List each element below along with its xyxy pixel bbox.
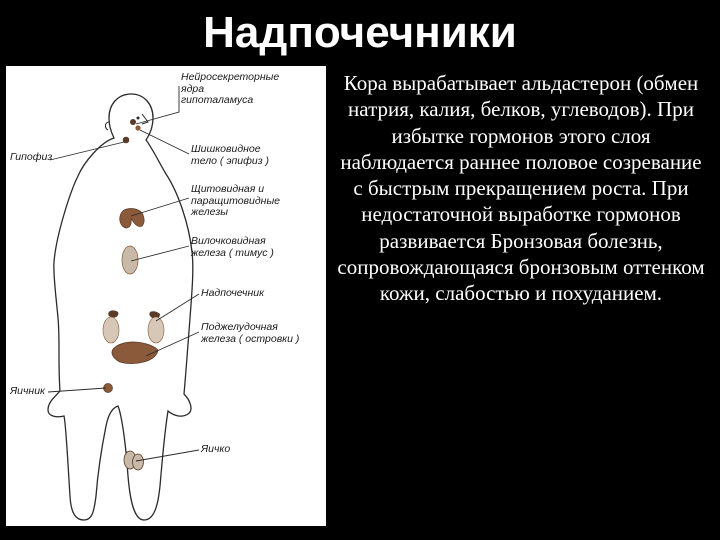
body-svg <box>6 66 326 526</box>
label-hypothalamus: Нейросекреторныеядрагипоталамуса <box>181 72 279 107</box>
hypothalamus-icon <box>130 119 136 125</box>
body-text-panel: Кора вырабатывает альдастерон (обмен нат… <box>326 66 720 536</box>
label-thyroid: Щитовидная ипаращитовидныежелезы <box>191 184 280 219</box>
label-pineal: Шишковидноетело ( эпифиз ) <box>191 144 269 167</box>
label-thymus: Вилочковиднаяжелеза ( тимус ) <box>191 236 274 259</box>
page-title: Надпочечники <box>0 0 720 66</box>
pineal-icon <box>135 125 140 130</box>
label-pituitary: Гипофиз <box>10 152 52 164</box>
label-adrenal: Надпочечник <box>201 288 264 300</box>
content-row: Нейросекреторныеядрагипоталамуса Гипофиз… <box>0 66 720 536</box>
label-ovary: Яичник <box>10 386 45 398</box>
body-text: Кора вырабатывает альдастерон (обмен нат… <box>337 71 704 305</box>
anatomy-diagram: Нейросекреторныеядрагипоталамуса Гипофиз… <box>6 66 326 526</box>
body-outline <box>48 94 193 520</box>
label-pancreas: Поджелудочнаяжелеза ( островки ) <box>201 322 299 345</box>
label-testis: Яичко <box>201 444 230 456</box>
